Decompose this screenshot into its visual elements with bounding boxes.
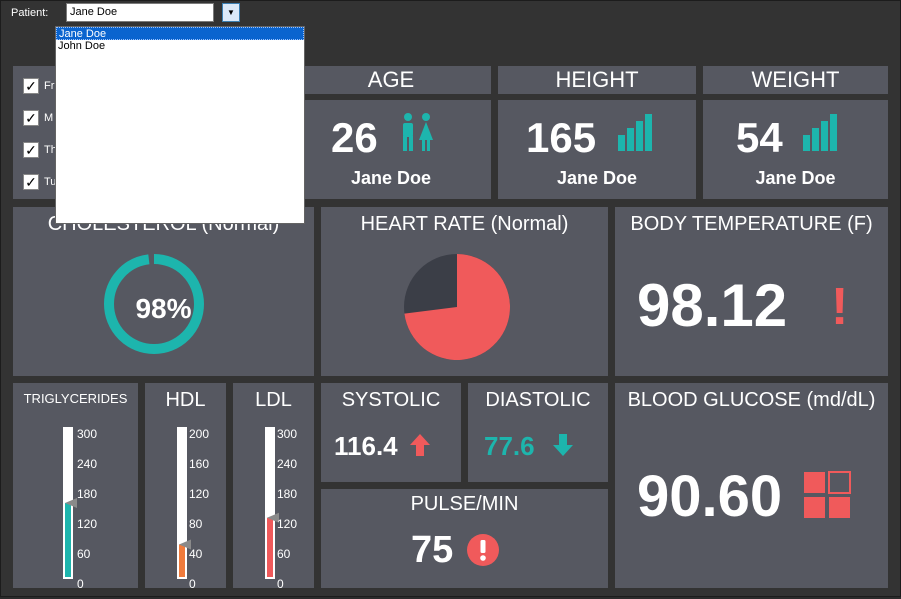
filter-item-th[interactable]: ✓ Th [23,142,57,158]
height-header: HEIGHT [498,66,696,94]
weight-tile: 54 Jane Doe [703,100,888,199]
gauge-marker [179,539,191,550]
filter-label: Tu [44,176,57,188]
ldl-gauge [265,427,279,579]
height-patient-name: Jane Doe [556,168,638,188]
age-header: AGE [291,66,491,94]
age-patient-name: Jane Doe [350,168,432,188]
heart-rate-pie [404,254,510,360]
filter-label: Fr [44,80,55,92]
checkbox[interactable]: ✓ [23,110,39,126]
triglycerides-scale: 300 240 180 120 60 0 [77,427,98,591]
triglycerides-gauge [63,427,77,579]
ldl-scale: 300 240 180 120 60 0 [277,427,298,591]
arrow-down-icon [553,434,573,456]
age-value: 26 [331,114,378,161]
gauge-fill [65,503,71,577]
patient-combobox[interactable]: Jane Doe [66,3,214,22]
weight-value: 54 [736,114,783,161]
triglycerides-title: TRIGLYCERIDES [23,391,128,406]
height-tile: 165 Jane Doe [498,100,696,199]
hdl-scale: 200 160 120 80 40 0 [189,427,210,591]
people-icon [403,113,433,151]
chevron-down-icon[interactable]: ▼ [222,3,240,22]
cholesterol-ring [104,254,204,354]
hdl-tile: HDL 200 160 120 80 40 0 [145,383,226,591]
filter-label: M [44,112,54,124]
bars-icon [803,114,837,151]
glucose-title: BLOOD GLUCOSE (md/dL) [627,389,876,411]
pulse-value: 75 [411,529,454,571]
diastolic-tile: DIASTOLIC 77.6 [468,383,608,482]
bars-icon [618,114,652,151]
alert-icon: ! [831,278,849,336]
filter-label: Th [44,144,57,156]
cholesterol-value: 98% [135,293,192,324]
filter-item-tu[interactable]: ✓ Tu [23,174,56,190]
pulse-title: PULSE/MIN [410,493,519,515]
checkbox[interactable]: ✓ [23,174,39,190]
heart-rate-title: HEART RATE (Normal) [360,213,569,235]
ldl-tile: LDL 300 240 180 120 60 0 [233,383,314,591]
gauge-track [265,427,275,579]
arrow-up-icon [410,434,430,456]
heart-rate-tile: HEART RATE (Normal) [321,207,608,376]
patient-dropdown-list[interactable]: Jane Doe John Doe [55,26,305,224]
body-temp-title: BODY TEMPERATURE (F) [630,213,873,235]
filter-item-m[interactable]: ✓ M [23,110,53,126]
systolic-title: SYSTOLIC [341,389,441,411]
hdl-gauge [177,427,191,579]
gauge-track [177,427,187,579]
gauge-fill [179,544,185,577]
checkbox[interactable]: ✓ [23,78,39,94]
triglycerides-tile: TRIGLYCERIDES 300 240 180 120 60 0 [13,383,138,591]
cholesterol-tile: CHOLESTEROL (Normal) 98% [13,207,314,376]
cholesterol-donut [104,254,204,354]
gauge-fill [267,517,273,577]
glucose-tile: BLOOD GLUCOSE (md/dL) 90.60 [615,383,888,588]
grid-squares-icon [804,471,851,518]
gauge-marker [267,512,279,523]
age-tile: 26 Jane Doe [291,100,491,199]
height-value: 165 [526,114,597,161]
pulse-tile: PULSE/MIN 75 [321,489,608,588]
filter-item-fr[interactable]: ✓ Fr [23,78,54,94]
weight-patient-name: Jane Doe [755,168,836,188]
dropdown-option-jane-doe[interactable]: Jane Doe [56,27,304,40]
hdl-title: HDL [165,389,206,411]
body-temp-value: 98.12 [637,272,788,339]
diastolic-value: 77.6 [484,431,535,461]
ldl-title: LDL [255,389,292,411]
body-temp-tile: BODY TEMPERATURE (F) 98.12 ! [615,207,888,376]
pie-main-slice [404,254,510,360]
weight-header: WEIGHT [703,66,888,94]
systolic-tile: SYSTOLIC 116.4 [321,383,461,482]
checkbox[interactable]: ✓ [23,142,39,158]
systolic-value: 116.4 [334,431,398,461]
alert-circle-icon [467,534,499,566]
patient-label: Patient: [11,7,49,19]
diastolic-title: DIASTOLIC [485,389,591,411]
gauge-marker [65,498,77,508]
dropdown-option-john-doe[interactable]: John Doe [58,40,106,52]
glucose-value: 90.60 [637,464,783,529]
